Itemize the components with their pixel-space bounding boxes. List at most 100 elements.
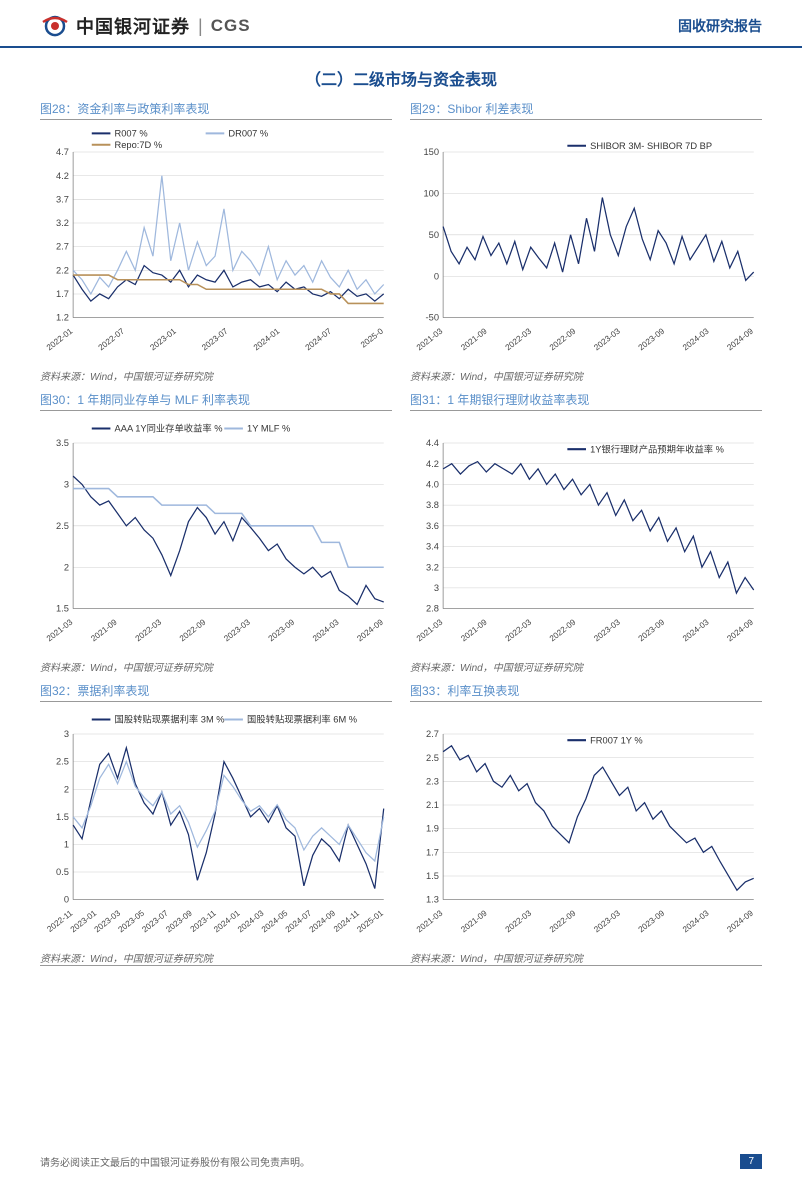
svg-text:100: 100 [423, 189, 439, 199]
svg-text:2021-03: 2021-03 [45, 617, 75, 643]
svg-text:2024-09: 2024-09 [355, 617, 385, 643]
footer-divider [40, 965, 762, 966]
svg-text:2023-03: 2023-03 [592, 909, 622, 935]
chart-source: 资料来源：Wind，中国银河证券研究院 [40, 950, 392, 965]
svg-text:1.5: 1.5 [426, 871, 439, 881]
chart-source: 资料来源：Wind，中国银河证券研究院 [40, 659, 392, 674]
svg-text:4.7: 4.7 [56, 147, 69, 157]
chart-source: 资料来源：Wind，中国银河证券研究院 [410, 368, 762, 383]
page-footer: 请务必阅读正文最后的中国银河证券股份有限公司免责声明。 7 [0, 1146, 802, 1177]
svg-text:Repo:7D %: Repo:7D % [115, 140, 163, 150]
svg-text:1Y MLF %: 1Y MLF % [247, 424, 290, 434]
svg-text:1.9: 1.9 [426, 824, 439, 834]
chart-c28: 图28：资金利率与政策利率表现1.21.72.22.73.23.74.24.72… [40, 100, 392, 383]
svg-text:2.5: 2.5 [56, 521, 69, 531]
svg-text:2023-01: 2023-01 [148, 326, 178, 352]
svg-text:3: 3 [434, 583, 439, 593]
chart-source: 资料来源：Wind，中国银河证券研究院 [40, 368, 392, 383]
svg-text:2021-09: 2021-09 [459, 326, 489, 352]
chart-svg: 00.511.522.532022-112023-012023-032023-0… [40, 705, 392, 943]
svg-text:3.8: 3.8 [426, 500, 439, 510]
chart-c30: 图30：1 年期同业存单与 MLF 利率表现1.522.533.52021-03… [40, 391, 392, 674]
svg-text:2023-09: 2023-09 [637, 909, 667, 935]
svg-text:2024-09: 2024-09 [725, 617, 755, 643]
svg-text:50: 50 [429, 230, 439, 240]
svg-text:1.5: 1.5 [56, 812, 69, 822]
svg-text:AAA 1Y同业存单收益率 %: AAA 1Y同业存单收益率 % [115, 423, 223, 434]
svg-text:2: 2 [64, 785, 69, 795]
svg-text:3: 3 [64, 480, 69, 490]
svg-text:2023-09: 2023-09 [637, 617, 667, 643]
svg-text:2023-03: 2023-03 [592, 326, 622, 352]
svg-text:3.2: 3.2 [56, 218, 69, 228]
svg-text:4.2: 4.2 [426, 459, 439, 469]
svg-text:4.2: 4.2 [56, 171, 69, 181]
page-number: 7 [740, 1154, 762, 1169]
svg-text:1.3: 1.3 [426, 895, 439, 905]
svg-text:2024-01: 2024-01 [252, 326, 282, 352]
svg-text:2024-03: 2024-03 [681, 909, 711, 935]
svg-text:DR007 %: DR007 % [228, 128, 268, 138]
svg-text:2024-03: 2024-03 [681, 326, 711, 352]
chart-svg: 1.21.72.22.73.23.74.24.72022-012022-0720… [40, 123, 392, 361]
chart-title: 图29：Shibor 利差表现 [410, 100, 762, 120]
chart-svg: 1.522.533.52021-032021-092022-032022-092… [40, 414, 392, 652]
chart-source: 资料来源：Wind，中国银河证券研究院 [410, 950, 762, 965]
chart-source: 资料来源：Wind，中国银河证券研究院 [410, 659, 762, 674]
svg-text:2023-07: 2023-07 [200, 326, 230, 352]
svg-text:2022-09: 2022-09 [548, 909, 578, 935]
svg-text:2024-09: 2024-09 [308, 909, 338, 935]
chart-svg: 2.833.23.43.63.84.04.24.42021-032021-092… [410, 414, 762, 652]
svg-text:1.2: 1.2 [56, 313, 69, 323]
svg-text:2024-09: 2024-09 [725, 326, 755, 352]
svg-text:2023-09: 2023-09 [267, 617, 297, 643]
svg-text:2.8: 2.8 [426, 604, 439, 614]
svg-text:1: 1 [64, 840, 69, 850]
svg-text:2023-09: 2023-09 [164, 909, 194, 935]
svg-text:2022-01: 2022-01 [45, 326, 75, 352]
chart-c31: 图31：1 年期银行理财收益率表现2.833.23.43.63.84.04.24… [410, 391, 762, 674]
svg-text:2021-09: 2021-09 [459, 617, 489, 643]
svg-text:3: 3 [64, 729, 69, 739]
svg-text:4.0: 4.0 [426, 480, 439, 490]
svg-text:2021-09: 2021-09 [89, 617, 119, 643]
svg-text:2021-09: 2021-09 [459, 909, 489, 935]
chart-title: 图33：利率互换表现 [410, 682, 762, 702]
svg-text:2023-03: 2023-03 [592, 617, 622, 643]
svg-text:0: 0 [434, 271, 439, 281]
chart-title: 图28：资金利率与政策利率表现 [40, 100, 392, 120]
charts-grid: 图28：资金利率与政策利率表现1.21.72.22.73.23.74.24.72… [0, 100, 802, 965]
svg-text:2021-03: 2021-03 [415, 909, 445, 935]
svg-text:0: 0 [64, 895, 69, 905]
svg-text:2021-03: 2021-03 [415, 617, 445, 643]
svg-text:2024-09: 2024-09 [725, 909, 755, 935]
disclaimer-text: 请务必阅读正文最后的中国银河证券股份有限公司免责声明。 [40, 1154, 310, 1169]
logo-en-text: CGS [211, 16, 251, 36]
svg-text:2023-03: 2023-03 [222, 617, 252, 643]
svg-text:2022-07: 2022-07 [97, 326, 127, 352]
svg-text:2022-03: 2022-03 [134, 617, 164, 643]
svg-text:1.5: 1.5 [56, 604, 69, 614]
chart-title: 图31：1 年期银行理财收益率表现 [410, 391, 762, 411]
chart-svg: -500501001502021-032021-092022-032022-09… [410, 123, 762, 361]
svg-text:2.3: 2.3 [426, 777, 439, 787]
svg-text:1.7: 1.7 [426, 848, 439, 858]
svg-text:2.5: 2.5 [56, 757, 69, 767]
svg-text:0.5: 0.5 [56, 867, 69, 877]
page-header: 中国银河证券 | CGS 固收研究报告 [0, 0, 802, 48]
svg-text:3.6: 3.6 [426, 521, 439, 531]
chart-c29: 图29：Shibor 利差表现-500501001502021-032021-0… [410, 100, 762, 383]
chart-svg: 1.31.51.71.92.12.32.52.72021-032021-0920… [410, 705, 762, 943]
svg-text:2024-03: 2024-03 [681, 617, 711, 643]
svg-text:2.7: 2.7 [426, 729, 439, 739]
svg-text:3.4: 3.4 [426, 542, 439, 552]
svg-text:1.7: 1.7 [56, 289, 69, 299]
logo-cn-text: 中国银河证券 [76, 13, 190, 39]
svg-text:1Y银行理财产品预期年收益率 %: 1Y银行理财产品预期年收益率 % [590, 443, 724, 454]
svg-text:2025-01: 2025-01 [355, 909, 385, 935]
svg-text:3.7: 3.7 [56, 194, 69, 204]
svg-text:2.1: 2.1 [426, 800, 439, 810]
logo-block: 中国银河证券 | CGS [40, 12, 251, 40]
svg-text:SHIBOR 3M- SHIBOR 7D BP: SHIBOR 3M- SHIBOR 7D BP [590, 141, 712, 151]
chart-c33: 图33：利率互换表现1.31.51.71.92.12.32.52.72021-0… [410, 682, 762, 965]
